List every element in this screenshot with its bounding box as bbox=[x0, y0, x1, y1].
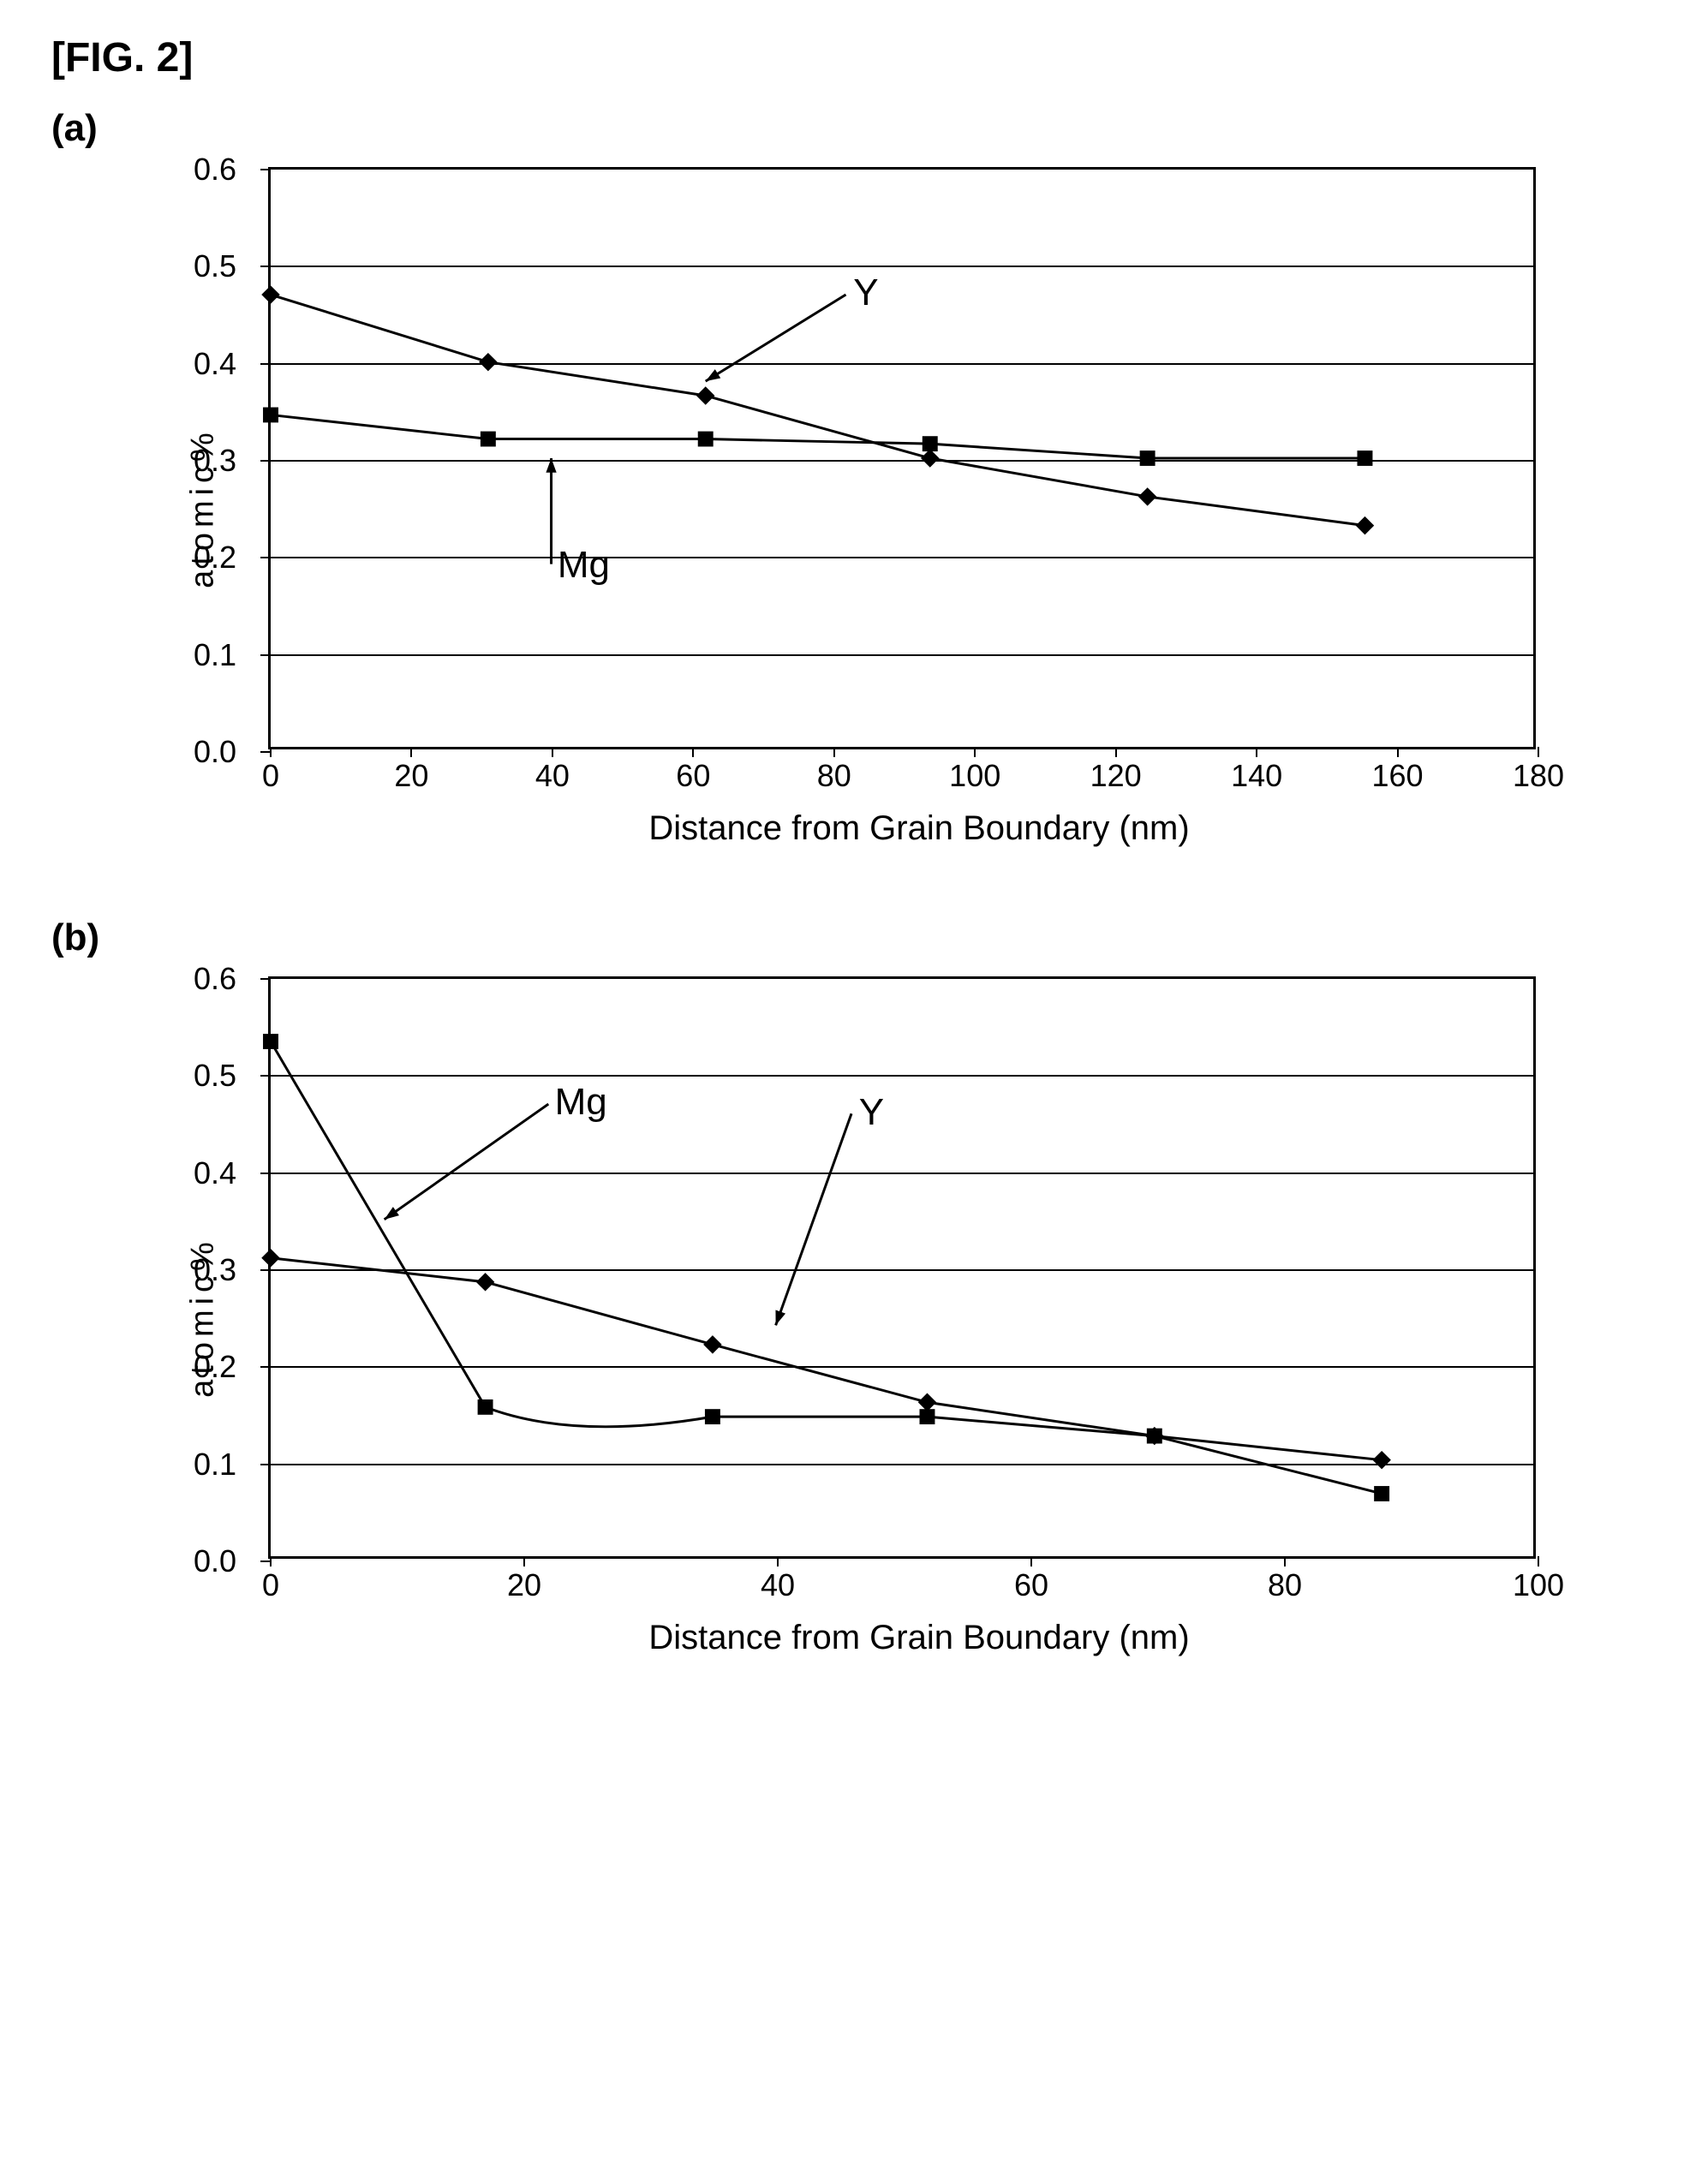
chart-b-wrap: atomic% 0.00.10.20.30.40.50.602040608010… bbox=[114, 976, 1570, 1657]
xtick-label: 40 bbox=[535, 758, 570, 794]
xtick-label: 140 bbox=[1231, 758, 1282, 794]
ytick-mark bbox=[260, 654, 271, 656]
xtick-mark bbox=[1115, 747, 1117, 757]
xtick-label: 60 bbox=[1014, 1567, 1048, 1603]
xtick-label: 0 bbox=[262, 1567, 279, 1603]
xtick-mark bbox=[1538, 1556, 1539, 1566]
xtick-mark bbox=[974, 747, 976, 757]
xtick-label: 20 bbox=[394, 758, 428, 794]
xtick-mark bbox=[1397, 747, 1399, 757]
xtick-mark bbox=[410, 747, 412, 757]
ytick-label: 0.0 bbox=[194, 1543, 236, 1579]
plot-svg bbox=[271, 170, 1533, 747]
ytick-label: 0.5 bbox=[194, 1058, 236, 1094]
xtick-label: 80 bbox=[1268, 1567, 1302, 1603]
ytick-label: 0.5 bbox=[194, 248, 236, 284]
figure-label: [FIG. 2] bbox=[51, 34, 1633, 81]
ytick-mark bbox=[260, 266, 271, 267]
xtick-label: 100 bbox=[949, 758, 1000, 794]
xtick-mark bbox=[552, 747, 553, 757]
ytick-mark bbox=[260, 169, 271, 170]
ytick-mark bbox=[260, 1269, 271, 1271]
xtick-label: 0 bbox=[262, 758, 279, 794]
series-label-mg: Mg bbox=[555, 1081, 607, 1124]
ytick-mark bbox=[260, 363, 271, 365]
xtick-label: 60 bbox=[676, 758, 710, 794]
xtick-mark bbox=[1030, 1556, 1032, 1566]
chart-a-wrap: atomic% 0.00.10.20.30.40.50.602040608010… bbox=[114, 167, 1570, 848]
ytick-mark bbox=[260, 1075, 271, 1077]
ytick-label: 0.6 bbox=[194, 961, 236, 997]
ytick-label: 0.1 bbox=[194, 637, 236, 673]
ytick-label: 0.0 bbox=[194, 734, 236, 770]
ytick-label: 0.2 bbox=[194, 1349, 236, 1385]
ytick-mark bbox=[260, 1366, 271, 1368]
ytick-mark bbox=[260, 1464, 271, 1465]
ytick-mark bbox=[260, 557, 271, 558]
xtick-mark bbox=[777, 1556, 779, 1566]
chart-b-plot: 0.00.10.20.30.40.50.6020406080100 MgY bbox=[268, 976, 1536, 1559]
series-label-mg: Mg bbox=[558, 544, 610, 587]
chart-a-xlabel: Distance from Grain Boundary (nm) bbox=[268, 809, 1570, 848]
chart-a-plot: 0.00.10.20.30.40.50.60204060801001201401… bbox=[268, 167, 1536, 749]
ytick-mark bbox=[260, 978, 271, 980]
ytick-label: 0.1 bbox=[194, 1447, 236, 1483]
sublabel-a: (a) bbox=[51, 107, 1633, 150]
xtick-mark bbox=[270, 1556, 272, 1566]
ytick-mark bbox=[260, 460, 271, 462]
xtick-mark bbox=[523, 1556, 525, 1566]
ytick-label: 0.4 bbox=[194, 1155, 236, 1191]
series-label-y: Y bbox=[859, 1091, 884, 1134]
ytick-label: 0.3 bbox=[194, 443, 236, 479]
xtick-label: 100 bbox=[1513, 1567, 1564, 1603]
xtick-label: 20 bbox=[507, 1567, 541, 1603]
ytick-label: 0.4 bbox=[194, 346, 236, 382]
xtick-mark bbox=[270, 747, 272, 757]
xtick-mark bbox=[833, 747, 835, 757]
xtick-label: 80 bbox=[817, 758, 851, 794]
xtick-mark bbox=[1284, 1556, 1286, 1566]
xtick-label: 160 bbox=[1372, 758, 1424, 794]
plot-svg bbox=[271, 979, 1533, 1556]
xtick-label: 120 bbox=[1090, 758, 1142, 794]
series-label-y: Y bbox=[853, 272, 878, 314]
ytick-mark bbox=[260, 1173, 271, 1174]
ytick-label: 0.2 bbox=[194, 540, 236, 576]
xtick-label: 40 bbox=[761, 1567, 795, 1603]
sublabel-b: (b) bbox=[51, 916, 1633, 959]
xtick-mark bbox=[1538, 747, 1539, 757]
xtick-label: 180 bbox=[1513, 758, 1564, 794]
chart-b-xlabel: Distance from Grain Boundary (nm) bbox=[268, 1619, 1570, 1657]
xtick-mark bbox=[1256, 747, 1257, 757]
ytick-label: 0.6 bbox=[194, 152, 236, 188]
ytick-label: 0.3 bbox=[194, 1252, 236, 1288]
xtick-mark bbox=[692, 747, 694, 757]
